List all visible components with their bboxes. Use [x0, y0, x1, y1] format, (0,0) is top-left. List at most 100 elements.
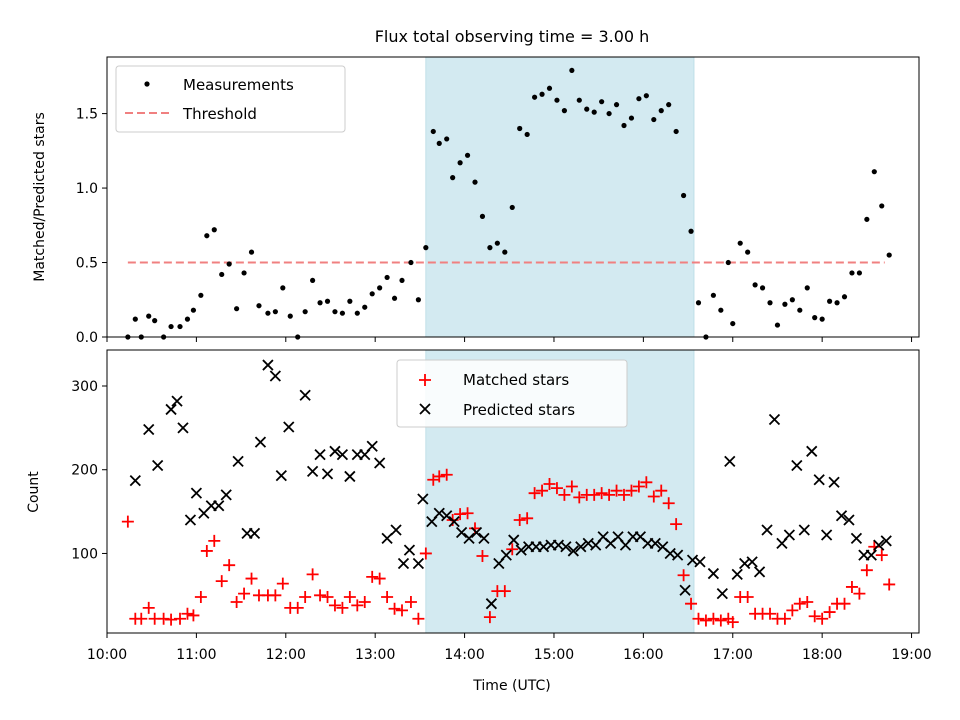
measurement-point — [287, 313, 293, 319]
measurement-point — [399, 277, 405, 284]
y-tick-label: 1.0 — [76, 181, 98, 197]
matched-star-point — [853, 587, 866, 600]
measurement-point — [767, 300, 773, 306]
measurement-point — [849, 270, 855, 276]
measurement-point — [457, 160, 463, 166]
predicted-star-point — [433, 507, 445, 519]
y-tick-label: 300 — [71, 379, 98, 395]
measurement-point — [752, 282, 758, 288]
measurement-point — [430, 128, 436, 135]
predicted-star-point — [262, 359, 274, 371]
predicted-star-point — [694, 556, 706, 568]
measurement-point — [524, 131, 530, 138]
bottom-x-axis: 10:00 11:00 12:00 13:00 14:00 15:00 16:00 17:00… — [87, 633, 932, 663]
measurement-point — [613, 102, 620, 108]
predicted-star-point — [649, 537, 661, 550]
matched-star-point — [483, 611, 496, 624]
measurement-point — [643, 93, 649, 99]
measurement-point — [354, 310, 360, 316]
measurement-point — [241, 270, 247, 276]
predicted-star-point — [412, 557, 425, 570]
matched-star-point — [476, 549, 489, 562]
predicted-star-point — [152, 459, 164, 472]
predicted-star-point — [344, 470, 356, 483]
predicted-star-point — [768, 413, 781, 426]
predicted-star-point — [724, 455, 736, 467]
predicted-star-point — [470, 526, 483, 539]
matched-star-point — [625, 484, 638, 497]
measurement-point — [444, 136, 450, 142]
matched-star-point — [396, 604, 409, 617]
predicted-star-point — [679, 584, 691, 596]
predicted-star-point — [403, 544, 416, 556]
matched-star-point — [662, 497, 675, 510]
matched-star-point — [550, 482, 563, 495]
x-tick-label: 17:00 — [713, 647, 753, 663]
predicted-star-point — [171, 395, 183, 407]
matched-star-point — [343, 590, 356, 603]
matched-star-point — [808, 610, 821, 623]
predicted-star-point — [746, 556, 758, 568]
matched-star-point — [595, 487, 608, 500]
predicted-star-point — [417, 493, 429, 505]
chart-title: Flux total observing time = 3.00 h — [375, 27, 650, 46]
measurement-point — [856, 270, 863, 276]
matched-star-point — [381, 590, 394, 603]
predicted-star-point — [366, 440, 378, 452]
measurement-point — [730, 320, 736, 327]
measurement-point — [302, 309, 308, 315]
matched-star-point — [388, 602, 401, 615]
predicted-star-point — [314, 449, 326, 461]
matched-star-point — [230, 596, 243, 609]
measurement-point — [384, 274, 390, 281]
matched-star-point — [640, 476, 653, 489]
x-axis-label: Time (UTC) — [472, 678, 550, 694]
predicted-star-point — [165, 403, 177, 416]
measurement-point — [532, 94, 538, 100]
measurement-point — [569, 67, 575, 74]
bottom-panel: 100 200 300 10:00 11:00 12:00 13:00 14:00 15:00… — [26, 349, 932, 694]
measurement-point — [864, 216, 870, 222]
predicted-star-point — [321, 468, 334, 480]
matched-star-point — [692, 612, 705, 625]
measurement-point — [494, 240, 500, 246]
measurement-point — [591, 109, 597, 115]
measurement-point — [628, 115, 635, 121]
measurement-point — [317, 300, 323, 306]
predicted-star-point — [515, 544, 527, 556]
measurement-point — [812, 315, 818, 321]
matched-star-point — [299, 590, 312, 603]
x-tick-label: 14:00 — [444, 647, 484, 663]
matched-star-point — [677, 569, 690, 582]
matched-star-point — [670, 518, 683, 531]
measurement-point — [265, 310, 271, 316]
measurement-point — [168, 323, 174, 330]
matched-star-point — [685, 597, 698, 610]
measurement-point — [272, 309, 278, 315]
x-tick-label: 19:00 — [891, 647, 931, 663]
measurement-point — [190, 307, 197, 313]
matched-star-point — [699, 614, 712, 627]
measurement-point — [423, 245, 429, 251]
predicted-star-point — [761, 524, 773, 536]
legend-predicted-marker — [419, 403, 431, 415]
matched-star-point — [142, 601, 155, 614]
x-tick-label: 13:00 — [355, 647, 395, 663]
predicted-star-point — [783, 529, 796, 541]
predicted-star-point — [248, 527, 261, 540]
predicted-star-point — [283, 421, 295, 433]
measurement-point — [487, 245, 493, 251]
predicted-star-point — [177, 422, 189, 434]
measurement-point — [502, 249, 508, 255]
predicted-star-point — [731, 568, 743, 581]
predicted-star-point — [336, 449, 349, 461]
x-tick-label: 15:00 — [534, 647, 574, 663]
predicted-star-point — [463, 532, 475, 545]
predicted-star-point — [873, 539, 885, 551]
predicted-star-point — [560, 541, 572, 553]
top-y-axis-label: Matched/Predicted stars — [32, 112, 48, 282]
measurement-point — [797, 307, 803, 313]
matched-star-point — [433, 470, 446, 483]
measurement-point — [680, 192, 687, 199]
